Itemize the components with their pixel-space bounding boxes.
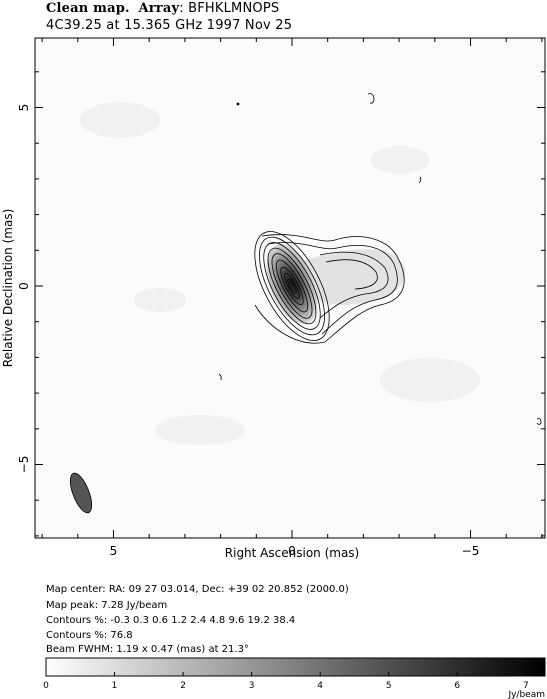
beam-ellipse (69, 472, 93, 514)
noise-contours (218, 93, 542, 425)
axis-ticks (35, 38, 545, 538)
map-title: Clean map. Array: BFHKLMNOPS (46, 1, 279, 16)
contour-level (280, 266, 304, 306)
contour-level (267, 247, 317, 325)
x-tick-label: 0 (288, 544, 296, 558)
x-axis-label: Right Ascension (mas) (225, 546, 359, 560)
title-prefix: Clean map. (46, 1, 130, 16)
contours2-text: Contours %: 76.8 (46, 630, 133, 641)
map-center-text: Map center: RA: 09 27 03.014, Dec: +39 0… (46, 584, 349, 595)
y-axis-label: Relative Declination (mas) (1, 209, 15, 368)
jet-contour (267, 242, 398, 335)
title-array-key: Array (138, 1, 180, 16)
y-tick-label: 5 (17, 104, 31, 112)
x-tick-label: −5 (462, 544, 480, 558)
y-tick-label: −5 (17, 456, 31, 474)
beam-text: Beam FWHM: 1.19 x 0.47 (mas) at 21.3° (46, 644, 249, 655)
colorbar-tick-label: 3 (249, 681, 255, 691)
background-noise (80, 102, 480, 445)
colorbar-tick-label: 4 (317, 681, 323, 691)
x-tick-label: 5 (110, 544, 118, 558)
contour-level (259, 236, 325, 336)
colorbar-unit: Jy/beam (507, 690, 545, 699)
contour-lines (254, 231, 405, 344)
colorbar-tick-label: 1 (112, 681, 118, 691)
title-array-value: : BFHKLMNOPS (179, 1, 280, 16)
jet-contour (254, 234, 405, 344)
map-peak-text: Map peak: 7.28 Jy/beam (46, 600, 168, 611)
colorbar-tick-label: 0 (43, 681, 49, 691)
colorbar-ticks: 0 1 2 3 4 5 6 7 (43, 672, 529, 691)
map-subtitle: 4C39.25 at 15.365 GHz 1997 Nov 25 (46, 18, 293, 33)
jet-contour (325, 259, 378, 290)
colorbar-tick-label: 5 (386, 681, 392, 691)
colorbar-tick-label: 2 (180, 681, 186, 691)
contour-level (284, 273, 300, 299)
contour-level (271, 253, 313, 319)
colorbar-tick-label: 6 (454, 681, 460, 691)
core-emission (266, 244, 318, 324)
y-tick-label: 0 (17, 282, 31, 290)
jet-contour (319, 251, 389, 319)
colorbar (45, 657, 546, 677)
contour-level (254, 231, 330, 341)
contours-text: Contours %: -0.3 0.3 0.6 1.2 2.4 4.8 9.6… (46, 615, 296, 626)
contour-level (287, 278, 297, 294)
colorbar-tick-label: 7 (523, 681, 529, 691)
tick-labels: 5 0 −5 5 0 −5 (17, 104, 479, 558)
contour-level (275, 259, 309, 313)
